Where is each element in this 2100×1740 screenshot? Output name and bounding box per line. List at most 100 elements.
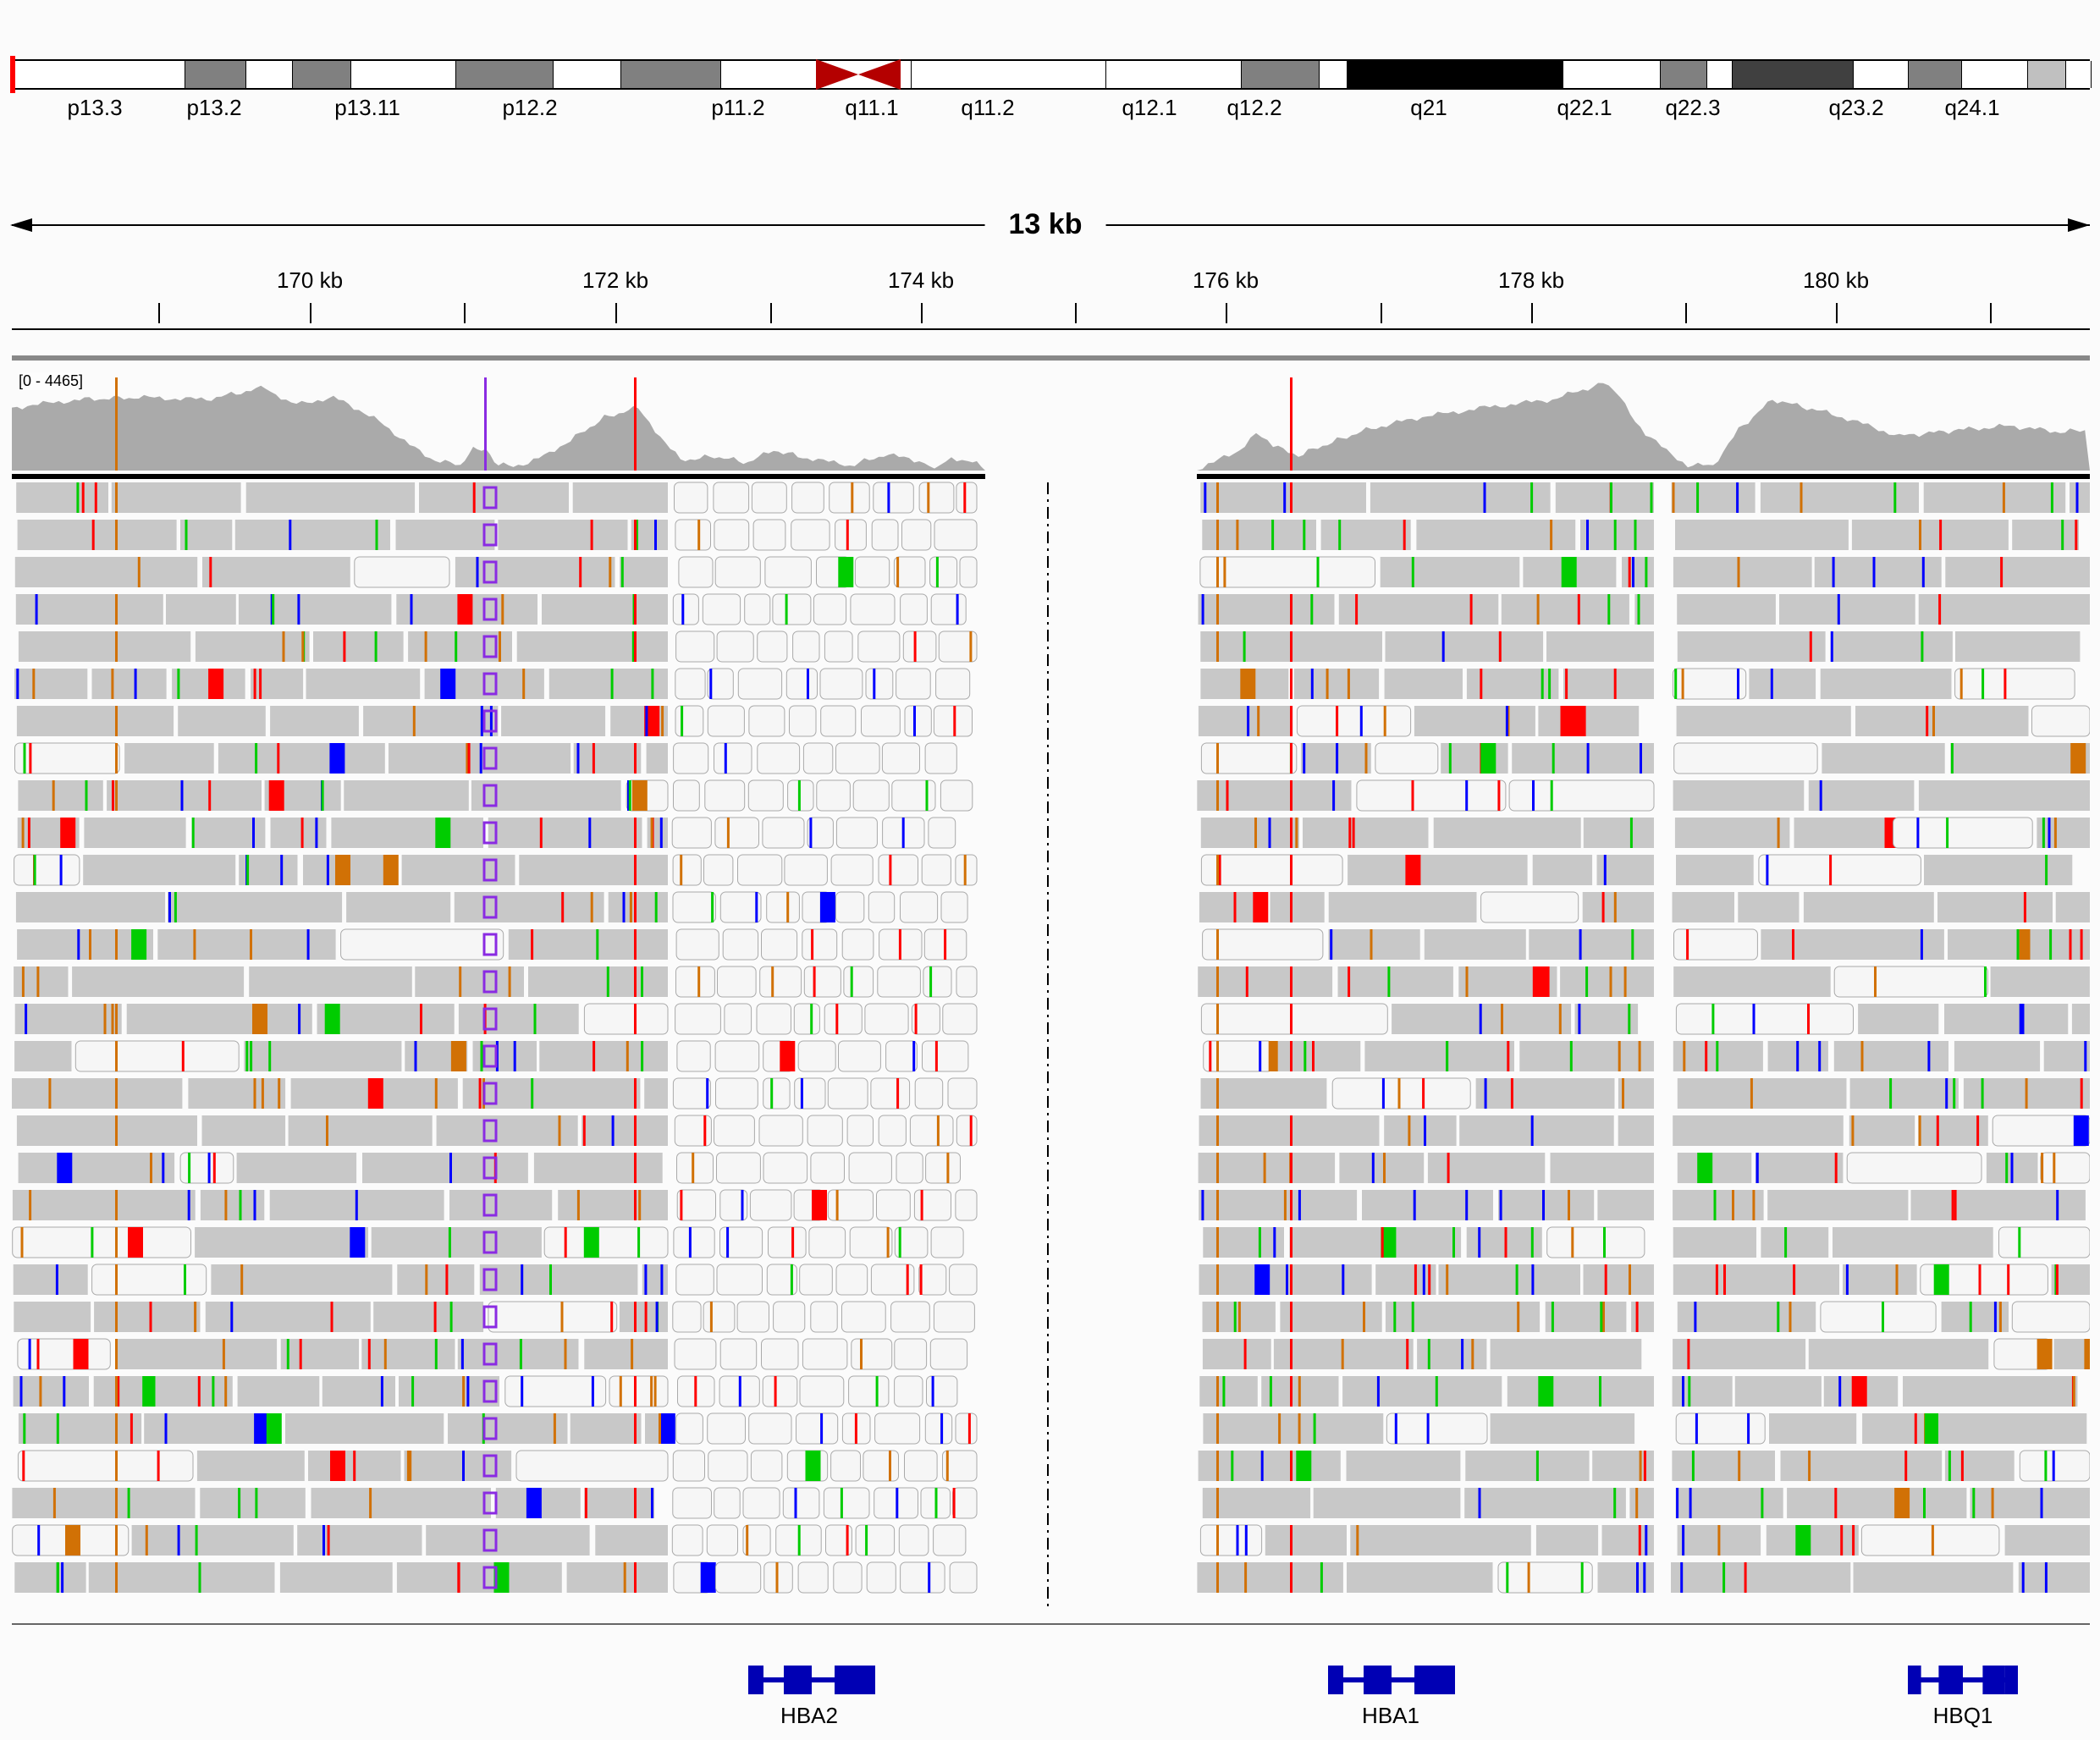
ideogram-band[interactable] <box>1106 61 1242 88</box>
mismatch-base <box>230 1302 234 1332</box>
mismatch-base <box>1216 1041 1219 1071</box>
mismatch-base <box>115 1451 118 1481</box>
ideogram-band[interactable] <box>1320 61 1348 88</box>
mismatch-base <box>1245 966 1248 997</box>
read <box>1198 966 1333 997</box>
read <box>498 520 628 550</box>
read <box>249 966 412 997</box>
current-region-marker[interactable] <box>10 56 15 93</box>
read <box>1200 854 1343 886</box>
mismatch-base <box>644 706 660 736</box>
ideogram-band[interactable] <box>1348 61 1563 88</box>
ideogram-band[interactable] <box>1962 61 2028 88</box>
read <box>558 1190 668 1220</box>
mismatch-base <box>697 966 701 997</box>
mismatch-base <box>1639 1451 1642 1481</box>
read <box>1337 966 1453 997</box>
read <box>1676 855 1754 885</box>
ideogram-band[interactable] <box>1854 61 1909 88</box>
ideogram-band[interactable] <box>621 61 721 88</box>
mismatch-base <box>1363 1302 1365 1332</box>
mismatch-base <box>208 669 224 699</box>
insertion-marker <box>482 1193 498 1217</box>
ideogram-band[interactable] <box>293 61 351 88</box>
coverage-track[interactable] <box>12 361 2090 471</box>
mismatch-base <box>634 1153 637 1183</box>
mismatch-base <box>299 1339 302 1369</box>
ideogram-band[interactable] <box>1563 61 1661 88</box>
ideogram-band[interactable] <box>1909 61 1962 88</box>
ideogram-band[interactable] <box>185 61 246 88</box>
mismatch-base <box>2010 1153 2014 1183</box>
mismatch-base <box>32 669 36 699</box>
ideogram-band[interactable] <box>912 61 1106 88</box>
read <box>1918 594 2090 625</box>
mismatch-base <box>1290 780 1293 811</box>
mismatch-base <box>812 1190 827 1220</box>
ideogram-band[interactable] <box>1733 61 1854 88</box>
mismatch-base <box>424 631 427 662</box>
read <box>1203 1413 1384 1444</box>
mismatch-base <box>681 594 685 625</box>
read <box>942 1450 978 1482</box>
mismatch-base <box>1629 1264 1631 1295</box>
ideogram-band[interactable] <box>246 61 293 88</box>
gene-label[interactable]: HBA1 <box>1362 1703 1419 1728</box>
mismatch-base <box>324 1004 340 1034</box>
gene-track[interactable] <box>12 1633 2090 1740</box>
mismatch-base <box>1428 1264 1431 1295</box>
mismatch-base <box>164 1413 168 1444</box>
read <box>1380 557 1520 587</box>
mismatch-base <box>564 1339 567 1369</box>
mismatch-base <box>1531 1264 1535 1295</box>
mismatch-base <box>1586 743 1590 774</box>
read <box>84 818 186 848</box>
read <box>807 817 834 849</box>
mismatch-base <box>1478 1488 1481 1518</box>
read <box>1385 1302 1541 1332</box>
read <box>1331 1077 1471 1110</box>
read <box>715 1077 758 1110</box>
read <box>878 1115 907 1147</box>
mismatch-base <box>1359 706 1363 736</box>
chromosome-ideogram[interactable] <box>12 59 2092 90</box>
mismatch-base <box>240 1264 244 1295</box>
mismatch-base <box>558 1115 561 1146</box>
read <box>930 593 967 625</box>
mismatch-base <box>1552 743 1555 774</box>
gene-label[interactable]: HBA2 <box>780 1703 838 1728</box>
read <box>1535 1525 1599 1556</box>
read <box>762 1375 798 1407</box>
ideogram-band[interactable] <box>2028 61 2066 88</box>
mismatch-base <box>466 743 469 774</box>
mismatch-base <box>207 1153 211 1183</box>
alignment-track[interactable] <box>12 474 2090 1616</box>
mismatch-base <box>1348 966 1351 997</box>
read <box>719 1226 763 1258</box>
mismatch-base <box>1672 482 1675 513</box>
ideogram-band[interactable] <box>351 61 456 88</box>
ideogram-band[interactable] <box>456 61 554 88</box>
ideogram-band[interactable] <box>554 61 621 88</box>
span-label: 13 kb <box>984 208 1106 241</box>
ruler-tick-label: 170 kb <box>276 267 344 293</box>
ideogram-band[interactable] <box>2066 61 2092 88</box>
mismatch-base <box>1682 1525 1685 1556</box>
mismatch-base <box>1286 1264 1288 1295</box>
mismatch-base <box>770 1078 774 1109</box>
mismatch-base <box>1296 1451 1312 1481</box>
read <box>14 1562 86 1593</box>
mismatch-base <box>1716 1041 1719 1071</box>
mismatch-base <box>1278 1413 1281 1444</box>
ideogram-band[interactable] <box>1707 61 1733 88</box>
mismatch-base <box>2075 520 2078 550</box>
ideogram-band[interactable] <box>1242 61 1320 88</box>
read <box>923 966 952 998</box>
mismatch-base <box>168 892 171 922</box>
read <box>457 1339 579 1369</box>
mismatch-base <box>1530 482 1534 513</box>
mismatch-base <box>1732 1190 1734 1220</box>
gene-label[interactable]: HBQ1 <box>1932 1703 1993 1728</box>
ideogram-band[interactable] <box>14 61 185 88</box>
ideogram-band[interactable] <box>1661 61 1707 88</box>
